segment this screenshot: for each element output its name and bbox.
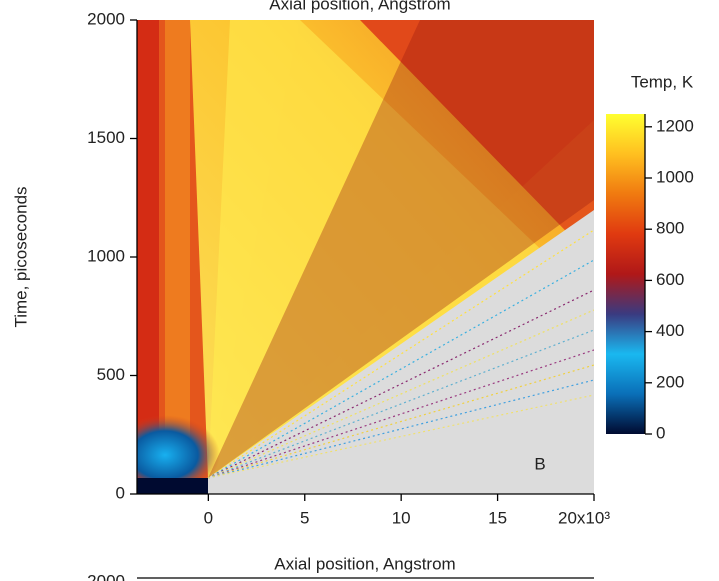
colorbar-tick-label: 200 [656, 372, 684, 391]
colorbar-tick-label: 800 [656, 219, 684, 238]
colorbar-label: Temp, K [631, 72, 694, 91]
colorbar-tick-label: 400 [656, 321, 684, 340]
x-tick-label: 10 [392, 508, 411, 527]
colorbar-tick-label: 0 [656, 423, 665, 442]
colorbar-tick-label: 1200 [656, 116, 694, 135]
top-axis-label: Axial position, Angstrom [269, 0, 450, 13]
x-tick-label: 20x10³ [558, 508, 610, 527]
x-axis-label: Axial position, Angstrom [274, 554, 455, 573]
y-tick-label: 1500 [87, 128, 125, 147]
y-tick-label: 0 [116, 483, 125, 502]
heat-field [137, 20, 594, 494]
colorbar [606, 114, 645, 434]
y-tick-label: 2000 [87, 9, 125, 28]
next-panel-tick: 2000 [87, 571, 125, 581]
x-tick-label: 5 [300, 508, 309, 527]
colorbar-tick-label: 1000 [656, 167, 694, 186]
y-axis-label: Time, picoseconds [11, 186, 30, 327]
colorbar-tick-label: 600 [656, 270, 684, 289]
panel-label: B [534, 454, 545, 473]
y-tick-label: 1000 [87, 246, 125, 265]
x-tick-label: 0 [204, 508, 213, 527]
y-tick-label: 500 [97, 365, 125, 384]
x-tick-label: 15 [488, 508, 507, 527]
